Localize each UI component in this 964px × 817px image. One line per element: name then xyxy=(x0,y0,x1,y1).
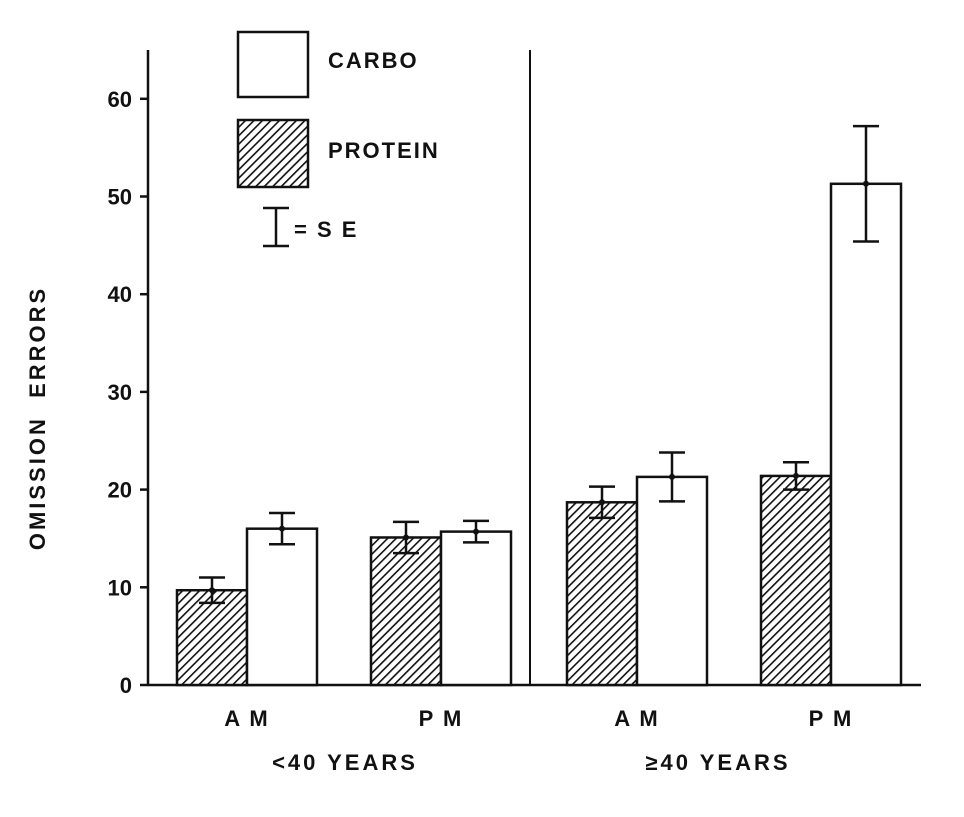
y-tick-label: 50 xyxy=(108,185,132,210)
category-label: P M xyxy=(809,706,854,731)
bar-protein xyxy=(175,588,249,687)
error-bar-protein xyxy=(783,460,809,491)
error-bar-protein xyxy=(199,576,225,605)
group-label: <40 YEARS xyxy=(272,750,418,775)
group-label: ≥40 YEARS xyxy=(645,750,790,775)
error-bar-carbo xyxy=(463,519,489,544)
legend-se-icon xyxy=(263,206,289,248)
error-bar-protein xyxy=(393,520,419,555)
category-label: A M xyxy=(224,706,270,731)
bar-carbo xyxy=(829,182,903,687)
legend-carbo-swatch xyxy=(236,30,310,99)
y-tick-label: 0 xyxy=(120,673,132,698)
y-tick-label: 20 xyxy=(108,478,132,503)
error-bar-carbo xyxy=(659,451,685,503)
y-tick-label: 40 xyxy=(108,282,132,307)
bar-protein xyxy=(369,536,443,687)
category-label: A M xyxy=(614,706,660,731)
bar-protein xyxy=(759,474,833,687)
bar-carbo xyxy=(245,527,319,687)
legend: CARBO PROTEIN = S E xyxy=(236,30,440,248)
legend-protein-swatch xyxy=(236,118,310,189)
y-tick-label: 30 xyxy=(108,380,132,405)
error-bars-layer xyxy=(199,124,879,605)
category-label: P M xyxy=(419,706,464,731)
error-bar-carbo xyxy=(269,511,295,546)
error-bar-carbo xyxy=(853,124,879,243)
bar-protein xyxy=(565,501,639,687)
y-tick-label: 60 xyxy=(108,87,132,112)
bar-carbo xyxy=(439,530,513,687)
legend-carbo-label: CARBO xyxy=(328,48,419,73)
y-axis-title: OMISSION ERRORS xyxy=(25,286,50,550)
error-bar-protein xyxy=(589,485,615,520)
bars-layer xyxy=(175,182,903,687)
bar-carbo xyxy=(635,475,709,687)
legend-protein-label: PROTEIN xyxy=(328,138,440,163)
legend-se-label: = S E xyxy=(294,217,358,242)
y-tick-label: 10 xyxy=(108,575,132,600)
y-ticks-layer: 0 10 20 30 40 50 60 xyxy=(108,87,148,698)
